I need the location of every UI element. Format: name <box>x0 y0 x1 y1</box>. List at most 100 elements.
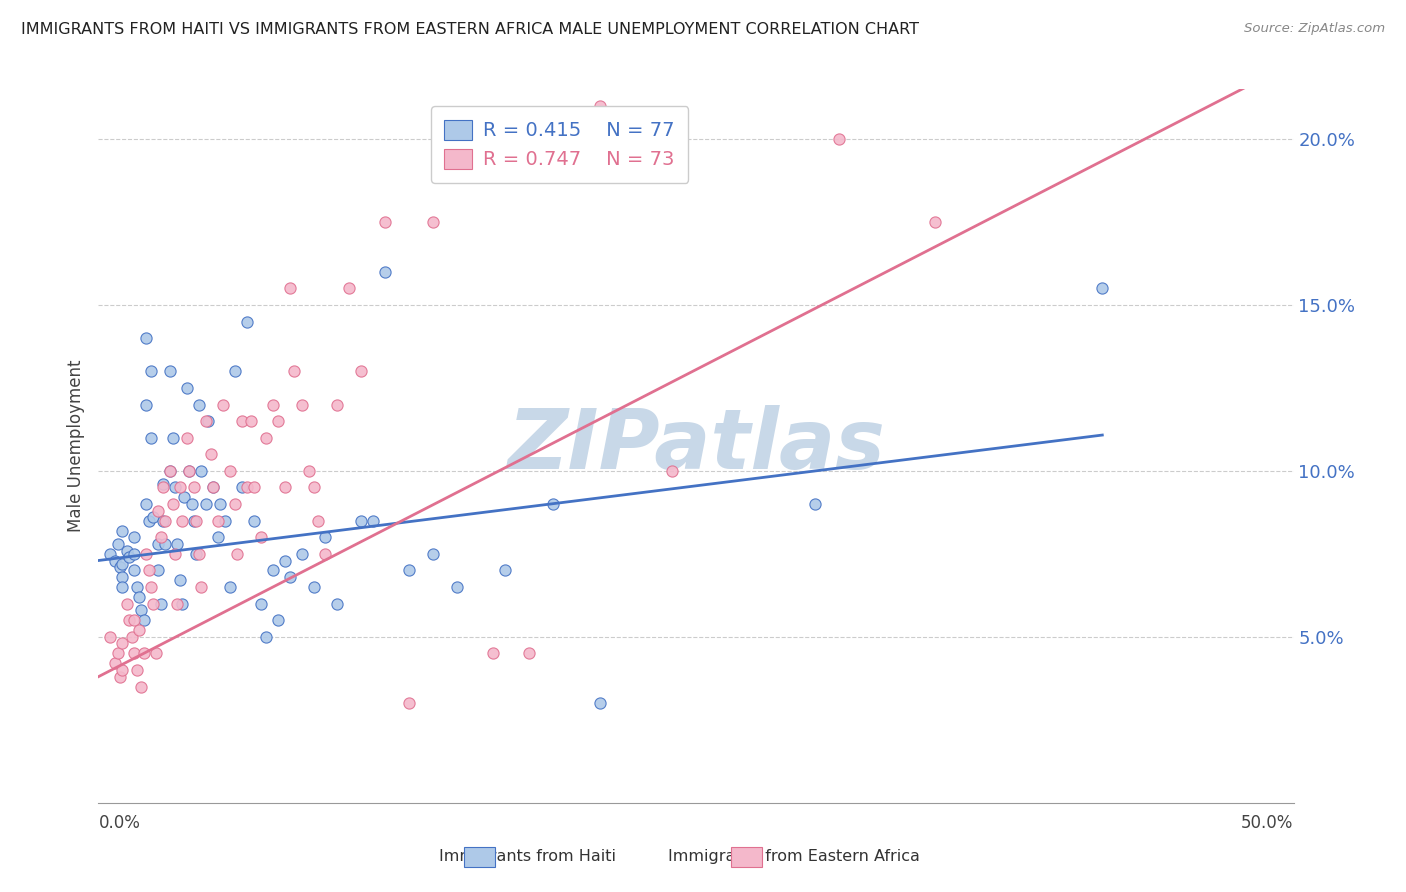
Point <box>202 481 225 495</box>
Point <box>422 215 444 229</box>
Point <box>128 590 150 604</box>
Point <box>176 381 198 395</box>
Point <box>176 431 198 445</box>
Point <box>326 597 349 611</box>
Point <box>374 265 396 279</box>
Point <box>231 414 253 428</box>
Point <box>111 663 134 677</box>
Point <box>152 481 174 495</box>
Point <box>363 514 385 528</box>
Point <box>139 431 162 445</box>
Point <box>173 491 195 505</box>
Point <box>163 547 186 561</box>
Point <box>179 464 201 478</box>
Point <box>290 397 312 411</box>
Point <box>315 547 337 561</box>
Point <box>661 464 683 478</box>
Point <box>278 570 301 584</box>
Point <box>166 597 188 611</box>
Point <box>250 597 273 611</box>
Text: IMMIGRANTS FROM HAITI VS IMMIGRANTS FROM EASTERN AFRICA MALE UNEMPLOYMENT CORREL: IMMIGRANTS FROM HAITI VS IMMIGRANTS FROM… <box>21 22 920 37</box>
Point <box>250 530 273 544</box>
Point <box>118 613 141 627</box>
Point <box>207 530 229 544</box>
Point <box>1091 281 1114 295</box>
Text: Immigrants from Eastern Africa: Immigrants from Eastern Africa <box>668 849 921 863</box>
Point <box>124 647 146 661</box>
Point <box>254 431 277 445</box>
Point <box>131 680 153 694</box>
Point <box>132 647 155 661</box>
Point <box>828 132 851 146</box>
Point <box>135 331 157 345</box>
Point <box>145 647 167 661</box>
Point <box>209 497 232 511</box>
Point <box>107 537 129 551</box>
Point <box>374 215 396 229</box>
Point <box>131 603 153 617</box>
Point <box>162 497 184 511</box>
Point <box>183 481 205 495</box>
Point <box>155 537 177 551</box>
Point <box>118 550 141 565</box>
Point <box>302 580 325 594</box>
Point <box>135 497 157 511</box>
Point <box>125 580 148 594</box>
Point <box>148 504 170 518</box>
Text: ZIPatlas: ZIPatlas <box>508 406 884 486</box>
Point <box>517 647 540 661</box>
Point <box>398 564 420 578</box>
Point <box>169 574 191 588</box>
Point <box>186 547 208 561</box>
Point <box>162 431 184 445</box>
Point <box>111 636 134 650</box>
Point <box>111 557 134 571</box>
Point <box>132 613 155 627</box>
Point <box>202 481 225 495</box>
Point <box>149 530 172 544</box>
Point <box>350 364 373 378</box>
Point <box>187 547 209 561</box>
Point <box>186 514 208 528</box>
Point <box>240 414 263 428</box>
Point <box>804 497 827 511</box>
Text: 0.0%: 0.0% <box>98 814 141 831</box>
Point <box>111 570 134 584</box>
Point <box>142 597 165 611</box>
Point <box>135 547 157 561</box>
Point <box>139 580 162 594</box>
Point <box>207 514 229 528</box>
Point <box>149 597 172 611</box>
Point <box>159 364 181 378</box>
Point <box>254 630 277 644</box>
Point <box>111 524 134 538</box>
Point <box>128 624 150 638</box>
Point <box>194 414 217 428</box>
Point <box>159 464 181 478</box>
Point <box>274 553 297 567</box>
Point <box>104 657 127 671</box>
Text: Source: ZipAtlas.com: Source: ZipAtlas.com <box>1244 22 1385 36</box>
Point <box>298 464 321 478</box>
Point <box>152 477 174 491</box>
Point <box>541 497 564 511</box>
Point <box>169 481 191 495</box>
Point <box>148 537 170 551</box>
Point <box>124 530 146 544</box>
Point <box>290 547 312 561</box>
Point <box>172 597 194 611</box>
Point <box>494 564 516 578</box>
Point <box>187 397 209 411</box>
Point <box>224 364 246 378</box>
Point <box>172 514 194 528</box>
Point <box>115 543 138 558</box>
Point <box>139 364 162 378</box>
Point <box>267 414 290 428</box>
Point <box>422 547 444 561</box>
Point <box>924 215 946 229</box>
Point <box>219 580 242 594</box>
Point <box>283 364 305 378</box>
Point <box>446 132 468 146</box>
Point <box>166 537 188 551</box>
Point <box>107 647 129 661</box>
